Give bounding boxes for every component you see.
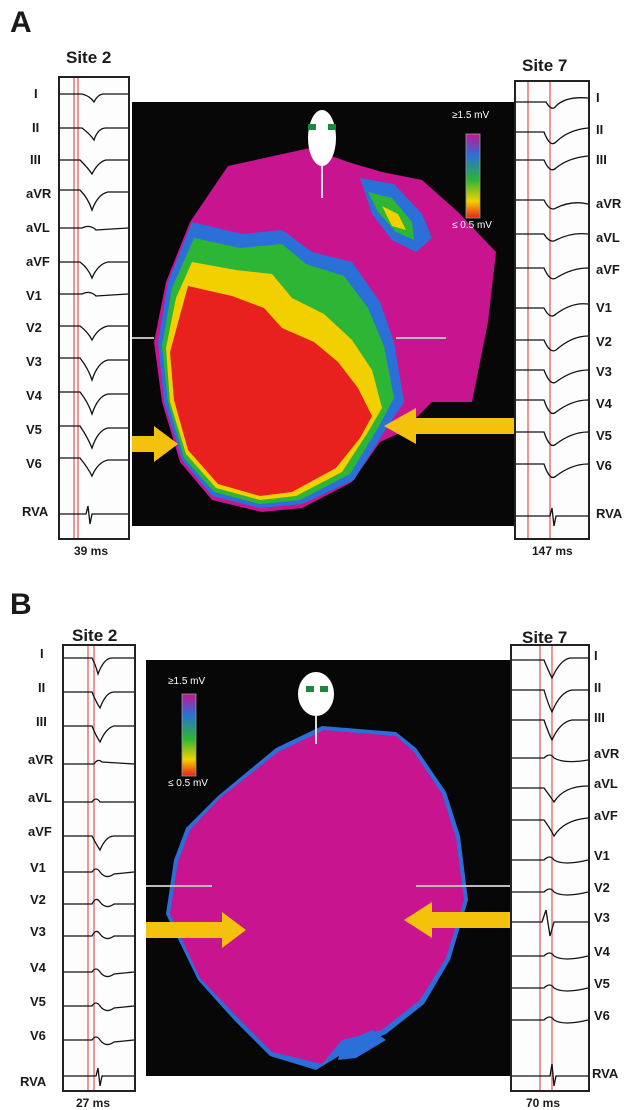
panel-a-colorbar-max-label: ≥1.5 mV: [452, 110, 490, 121]
lead-label: V3: [26, 354, 42, 369]
lead-label: V5: [26, 422, 42, 437]
lead-label: aVL: [594, 776, 618, 791]
panel-a-left-ecg-strip: [58, 76, 130, 540]
lead-label: III: [594, 710, 605, 725]
lead-label: V3: [30, 924, 46, 939]
lead-label: V1: [596, 300, 612, 315]
lead-label: V2: [596, 334, 612, 349]
panel-b-right-time: 70 ms: [526, 1096, 561, 1110]
panel-b-left-ecg-strip: [62, 644, 136, 1092]
lead-label: V6: [594, 1008, 610, 1023]
lead-label: RVA: [592, 1066, 619, 1081]
panel-a-left-site-label: Site 2: [66, 48, 112, 67]
panel-a-voltage-map: ≥1.5 mV ≤ 0.5 mV: [132, 102, 514, 526]
lead-label: V2: [30, 892, 46, 907]
panel-a-colorbar-min-label: ≤ 0.5 mV: [452, 220, 492, 231]
lead-label: I: [40, 646, 44, 661]
lead-label: V4: [594, 944, 610, 959]
panel-a-letter: A: [10, 6, 32, 39]
panel-b-right-site-label: Site 7: [522, 628, 568, 647]
lead-label: aVF: [594, 808, 618, 823]
lead-label: aVF: [26, 254, 50, 269]
lead-label: V1: [26, 288, 42, 303]
lead-label: II: [596, 122, 604, 137]
lead-label: aVF: [596, 262, 620, 277]
lead-label: III: [596, 152, 607, 167]
lead-label: aVF: [28, 824, 52, 839]
lead-label: III: [30, 152, 41, 167]
lead-label: V2: [26, 320, 42, 335]
panel-b-voltage-map: ≥1.5 mV ≤ 0.5 mV: [146, 660, 510, 1076]
lead-label: II: [32, 120, 40, 135]
lead-label: I: [596, 90, 600, 105]
lead-label: V1: [30, 860, 46, 875]
lead-label: V3: [594, 910, 610, 925]
lead-label: V6: [26, 456, 42, 471]
lead-label: aVL: [28, 790, 52, 805]
panel-b-left-time: 27 ms: [76, 1096, 111, 1110]
panel-b-letter: B: [10, 588, 32, 621]
lead-label: RVA: [22, 504, 49, 519]
lead-label: V4: [30, 960, 46, 975]
lead-label: RVA: [20, 1074, 47, 1089]
lead-label: I: [594, 648, 598, 663]
panel-b-right-ecg-strip: [510, 644, 590, 1092]
panel-a-left-time: 39 ms: [74, 544, 109, 558]
panel-a-right-ecg-strip: [514, 80, 590, 540]
lead-label: V5: [594, 976, 610, 991]
lead-label: aVR: [28, 752, 54, 767]
lead-label: aVL: [596, 230, 620, 245]
lead-label: V3: [596, 364, 612, 379]
panel-b-colorbar-min-label: ≤ 0.5 mV: [168, 778, 208, 789]
lead-label: V5: [30, 994, 46, 1009]
lead-label: V1: [594, 848, 610, 863]
lead-label: V5: [596, 428, 612, 443]
lead-label: V4: [596, 396, 612, 411]
lead-label: V6: [30, 1028, 46, 1043]
lead-label: II: [38, 680, 46, 695]
lead-label: V4: [26, 388, 42, 403]
panel-a-right-time: 147 ms: [532, 544, 573, 558]
lead-label: V2: [594, 880, 610, 895]
panel-a-right-site-label: Site 7: [522, 56, 568, 75]
lead-label: II: [594, 680, 602, 695]
lead-label: V6: [596, 458, 612, 473]
lead-label: aVR: [596, 196, 622, 211]
lead-label: aVL: [26, 220, 50, 235]
lead-label: III: [36, 714, 47, 729]
lead-label: RVA: [596, 506, 623, 521]
panel-b-left-site-label: Site 2: [72, 626, 118, 645]
lead-label: aVR: [594, 746, 620, 761]
lead-label: I: [34, 86, 38, 101]
panel-b-colorbar-max-label: ≥1.5 mV: [168, 676, 206, 687]
lead-label: aVR: [26, 186, 52, 201]
